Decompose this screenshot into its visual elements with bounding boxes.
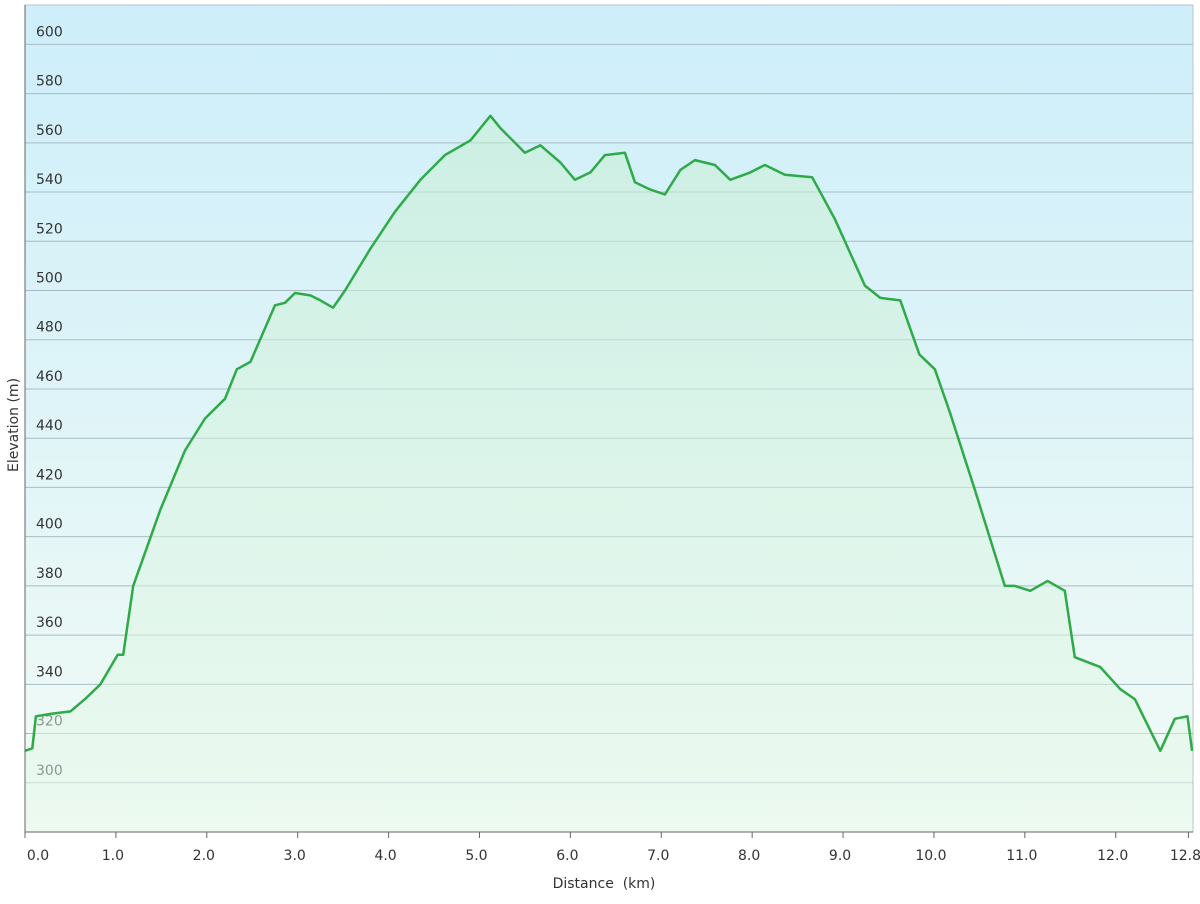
y-tick-label: 400 [36, 517, 63, 533]
y-axis-title: Elevation (m) [6, 378, 22, 472]
y-tick-label: 440 [36, 418, 63, 434]
x-tick-label: 0.0 [27, 848, 49, 864]
x-tick-label: 1.0 [102, 848, 124, 864]
x-tick-label: 7.0 [647, 848, 669, 864]
y-tick-label: 420 [36, 467, 63, 483]
x-tick-label: 5.0 [465, 848, 487, 864]
x-tick-label: 8.0 [738, 848, 760, 864]
x-tick-label: 4.0 [374, 848, 396, 864]
area-fill [25, 115, 1193, 833]
y-tick-label: 480 [36, 320, 63, 336]
y-tick-label: 520 [36, 221, 63, 237]
y-tick-label: 580 [36, 74, 63, 90]
y-tick-label: 500 [36, 271, 63, 287]
x-axis-title: Distance (km) [553, 876, 656, 892]
x-tick-label: 11.0 [1006, 848, 1037, 864]
x-tick-label: 9.0 [829, 848, 851, 864]
x-tick-label: 6.0 [556, 848, 578, 864]
elevation-line [24, 114, 1194, 753]
x-tick-label: 10.0 [915, 848, 946, 864]
y-tick-label: 600 [36, 24, 63, 40]
x-tick-label: 12.0 [1097, 848, 1128, 864]
x-tick-label: 2.0 [193, 848, 215, 864]
y-tick-label: 560 [36, 123, 63, 139]
y-tick-label: 360 [36, 615, 63, 631]
y-tick-label: 340 [36, 664, 63, 680]
y-tick-label: 540 [36, 172, 63, 188]
x-tick-label: 3.0 [284, 848, 306, 864]
y-tick-label: 380 [36, 566, 63, 582]
y-tick-label: 460 [36, 369, 63, 385]
x-tick-label: 12.8 [1170, 848, 1200, 864]
